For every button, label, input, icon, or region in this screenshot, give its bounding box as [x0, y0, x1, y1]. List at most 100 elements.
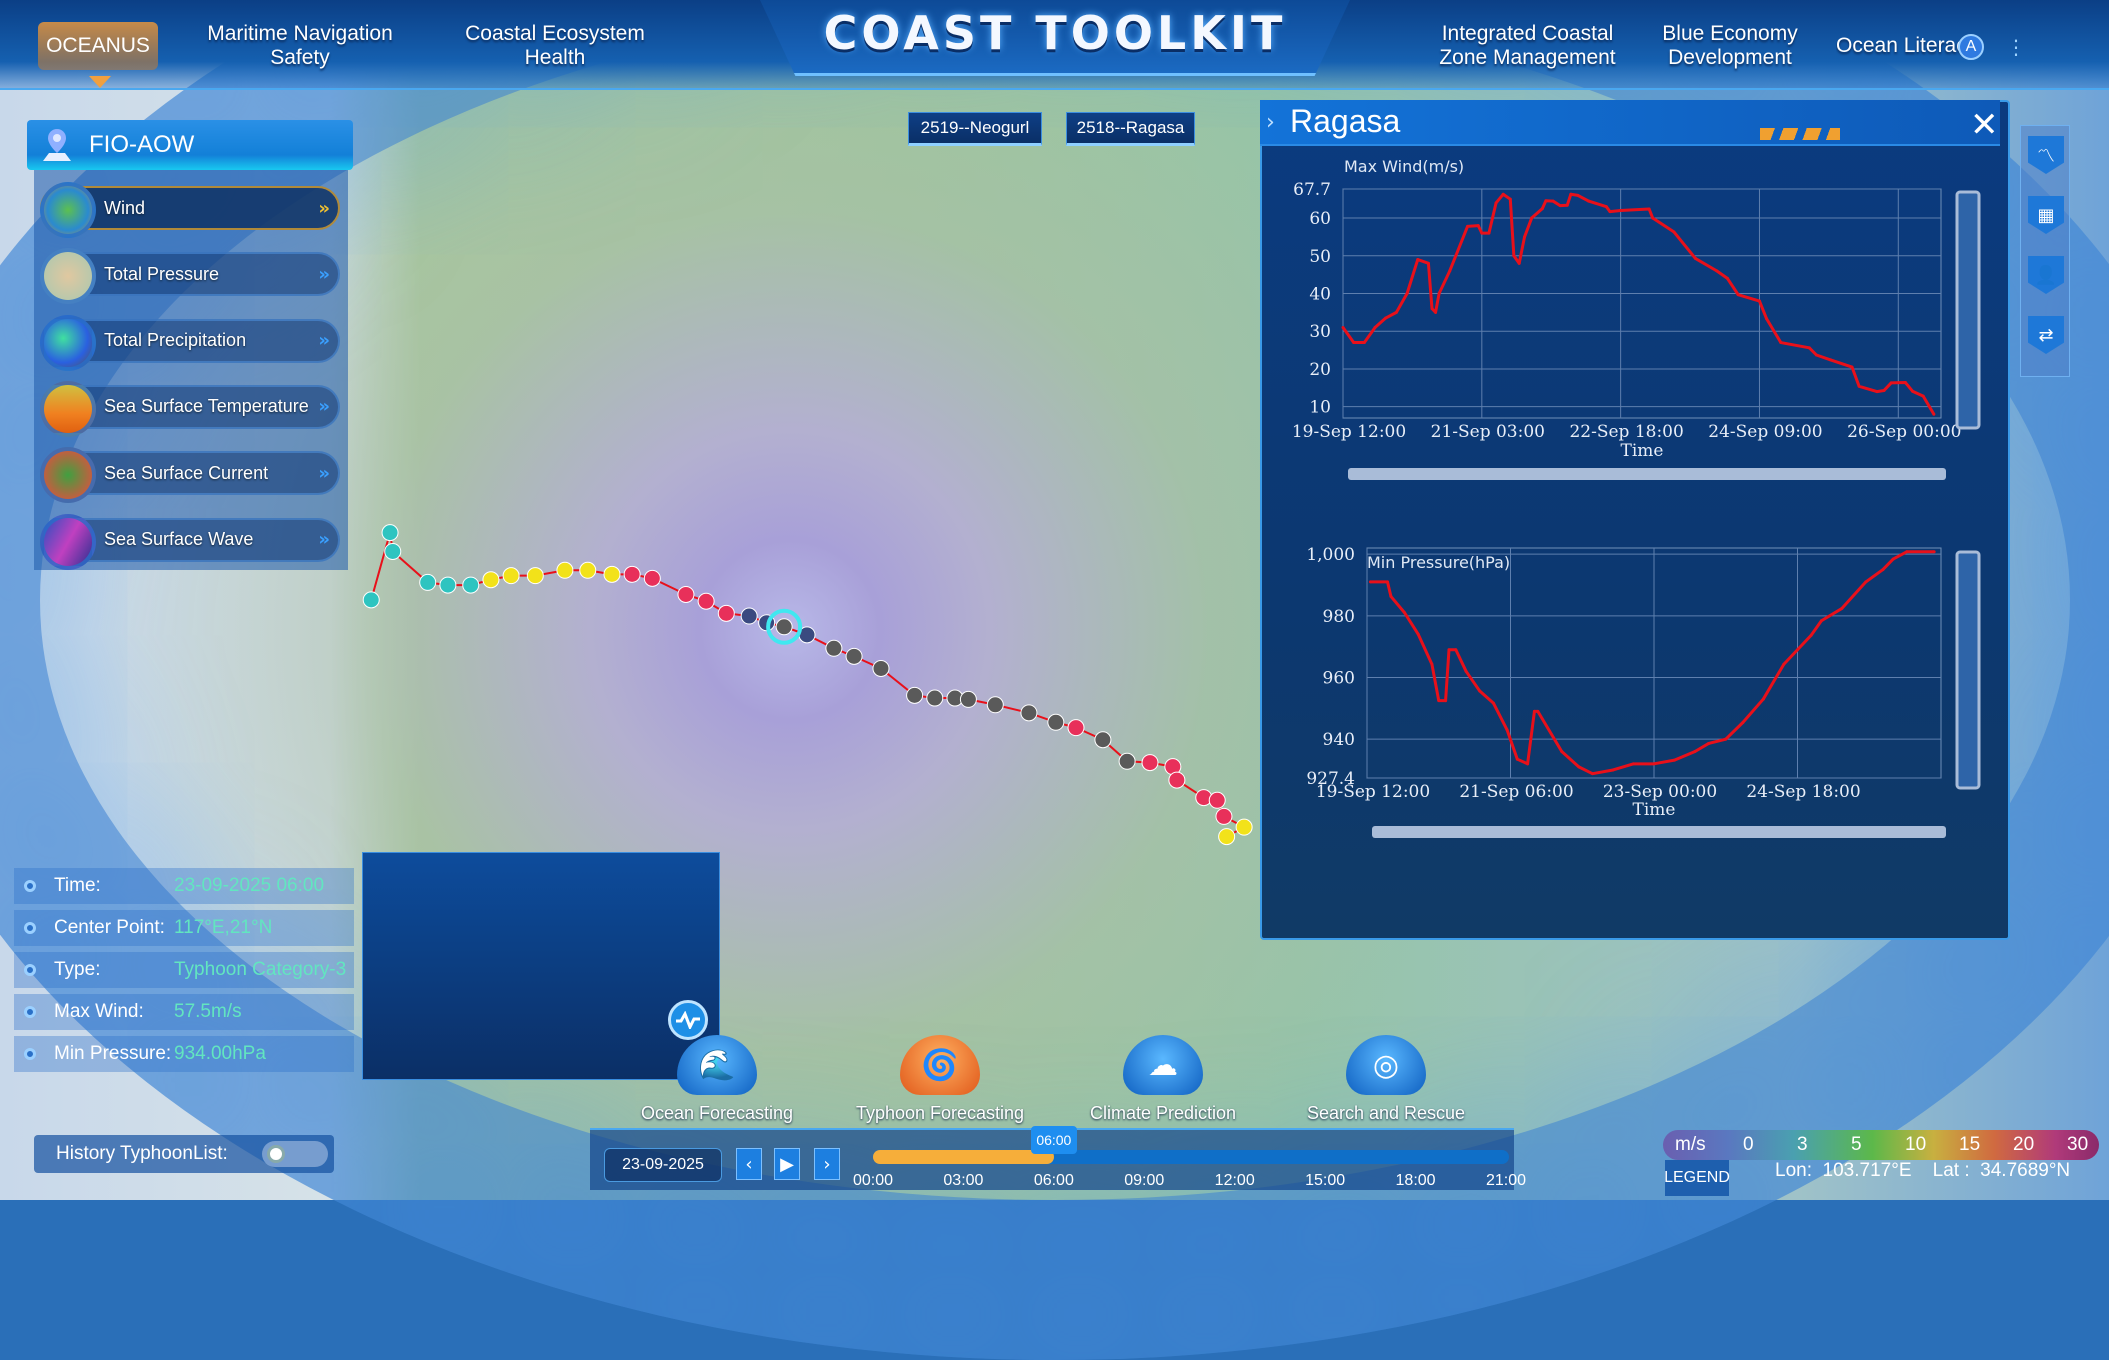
track-point[interactable]: [384, 542, 402, 560]
nav-coastal-ecosystem-health[interactable]: Coastal Ecosystem Health: [465, 22, 645, 69]
data-point: [1447, 648, 1451, 652]
track-point[interactable]: [845, 647, 863, 665]
track-point[interactable]: [362, 591, 380, 609]
layer-item-total-precipitation[interactable]: Total Precipitation »: [40, 314, 340, 371]
data-point: [1558, 204, 1562, 208]
swap-icon[interactable]: ⇄: [2028, 316, 2064, 354]
track-point[interactable]: [1208, 791, 1226, 809]
track-point[interactable]: [872, 659, 890, 677]
track-point[interactable]: [677, 585, 695, 603]
track-point[interactable]: [603, 565, 621, 583]
track-point[interactable]: [556, 561, 574, 579]
nav-blue-economy-development[interactable]: Blue Economy Development: [1662, 22, 1798, 69]
track-point[interactable]: [1218, 828, 1236, 846]
track-point[interactable]: [526, 567, 544, 585]
data-point: [1693, 749, 1697, 753]
left-panel-header: FIO-AOW: [27, 120, 353, 170]
layer-item-sea-surface-temperature[interactable]: Sea Surface Temperature »: [40, 380, 340, 437]
grid-icon[interactable]: ▦: [2028, 196, 2064, 234]
series-line: [1370, 550, 1935, 776]
info-key: Min Pressure:: [54, 1043, 172, 1064]
layer-item-sea-surface-wave[interactable]: Sea Surface Wave »: [40, 513, 340, 570]
legend-stop: 0: [1743, 1134, 1754, 1155]
avatar[interactable]: A: [1958, 34, 1984, 60]
track-point[interactable]: [740, 607, 758, 625]
y-zoom-slider[interactable]: [1955, 550, 1981, 790]
track-point[interactable]: [1235, 818, 1253, 836]
track-point[interactable]: [419, 573, 437, 591]
track-point[interactable]: [825, 639, 843, 657]
track-point[interactable]: [717, 604, 735, 622]
worker-icon[interactable]: 👤: [2028, 256, 2064, 294]
pulse-chart-button[interactable]: [668, 1000, 708, 1040]
data-point: [1544, 199, 1548, 203]
track-point[interactable]: [775, 618, 793, 636]
nav-ocean-literacy[interactable]: Ocean Literac: [1836, 34, 1966, 57]
x-zoom-slider[interactable]: [1372, 826, 1946, 838]
tab-typhoon-neogurl[interactable]: 2519--Neogurl: [908, 112, 1042, 146]
timeline-slider[interactable]: [873, 1150, 1509, 1164]
track-point[interactable]: [1215, 807, 1233, 825]
ocean-forecasting-icon[interactable]: 🌊: [677, 1035, 757, 1095]
feature-ocean-forecasting[interactable]: Ocean Forecasting: [640, 1103, 794, 1123]
search-rescue-icon[interactable]: ◎: [1346, 1035, 1426, 1095]
track-point[interactable]: [439, 576, 457, 594]
close-icon[interactable]: ✕: [1970, 105, 1999, 145]
x-zoom-slider[interactable]: [1348, 468, 1946, 480]
y-tick-label: 10: [1309, 398, 1331, 418]
track-point[interactable]: [1020, 704, 1038, 722]
track-point[interactable]: [579, 561, 597, 579]
track-point[interactable]: [643, 569, 661, 587]
track-point[interactable]: [926, 689, 944, 707]
track-point[interactable]: [906, 686, 924, 704]
layer-thumbnail: [40, 447, 96, 504]
legend-unit: m/s: [1675, 1134, 1706, 1155]
data-point: [1416, 632, 1420, 636]
track-point[interactable]: [502, 567, 520, 585]
track-point[interactable]: [697, 592, 715, 610]
legend-button[interactable]: LEGEND: [1664, 1160, 1730, 1196]
track-point[interactable]: [1141, 754, 1159, 772]
current-time-handle[interactable]: 06:00: [1030, 1126, 1077, 1154]
typhoon-forecasting-icon[interactable]: 🌀: [900, 1035, 980, 1095]
track-point[interactable]: [482, 571, 500, 589]
brand-oceanus-button[interactable]: OCEANUS: [38, 22, 158, 70]
app-title: COAST TOOLKIT: [823, 6, 1287, 60]
track-point[interactable]: [1118, 752, 1136, 770]
data-point: [1576, 193, 1580, 197]
nav-maritime-navigation-safety[interactable]: Maritime Navigation Safety: [207, 22, 393, 69]
track-point[interactable]: [986, 696, 1004, 714]
y-zoom-slider[interactable]: [1955, 190, 1981, 430]
feature-climate-prediction[interactable]: Climate Prediction: [1089, 1103, 1237, 1123]
typhoon-center-marker[interactable]: [766, 608, 803, 645]
track-point[interactable]: [623, 565, 641, 583]
prev-button[interactable]: ‹: [736, 1148, 762, 1180]
track-point[interactable]: [1067, 719, 1085, 737]
layer-item-wind[interactable]: Wind »: [40, 182, 340, 238]
feature-typhoon-forecasting[interactable]: Typhoon Forecasting: [855, 1103, 1025, 1123]
track-point[interactable]: [959, 690, 977, 708]
chart-line-icon[interactable]: 〽: [2028, 136, 2064, 174]
track-point[interactable]: [1094, 731, 1112, 749]
tab-typhoon-ragasa[interactable]: 2518--Ragasa: [1066, 112, 1195, 146]
more-menu-icon[interactable]: ⋮: [2006, 35, 2026, 59]
layer-item-total-pressure[interactable]: Total Pressure »: [40, 248, 340, 305]
track-point[interactable]: [1168, 771, 1186, 789]
data-point: [1807, 346, 1811, 350]
date-picker[interactable]: 23-09-2025: [604, 1148, 722, 1182]
feature-search-and-rescue[interactable]: Search and Rescue: [1306, 1103, 1466, 1123]
track-point[interactable]: [381, 524, 399, 542]
data-point: [1565, 203, 1569, 207]
track-point[interactable]: [1047, 713, 1065, 731]
layer-item-sea-surface-current[interactable]: Sea Surface Current »: [40, 447, 340, 504]
play-button[interactable]: ▶: [774, 1148, 800, 1180]
next-button[interactable]: ›: [814, 1148, 840, 1180]
track-point[interactable]: [462, 576, 480, 594]
info-key: Time:: [54, 875, 101, 896]
data-point: [1487, 231, 1491, 235]
climate-prediction-icon[interactable]: ☁: [1123, 1035, 1203, 1095]
history-toggle[interactable]: [262, 1141, 328, 1167]
lon-readout: Lon: 103.717°E: [1775, 1160, 1912, 1181]
data-point: [1517, 261, 1521, 265]
nav-integrated-coastal-zone-management[interactable]: Integrated Coastal Zone Management: [1439, 22, 1616, 69]
